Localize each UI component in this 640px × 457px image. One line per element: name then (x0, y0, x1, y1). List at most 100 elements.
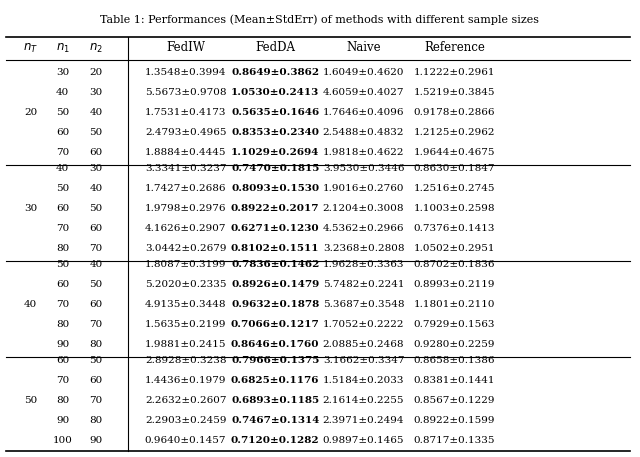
Text: 0.8381±0.1441: 0.8381±0.1441 (413, 376, 495, 385)
Text: 60: 60 (56, 128, 69, 138)
Text: 5.2020±0.2335: 5.2020±0.2335 (145, 280, 227, 289)
Text: 1.2516±0.2745: 1.2516±0.2745 (413, 184, 495, 193)
Text: 0.8353±0.2340: 0.8353±0.2340 (231, 128, 319, 138)
Text: 3.9530±0.3446: 3.9530±0.3446 (323, 164, 404, 173)
Text: 0.8993±0.2119: 0.8993±0.2119 (413, 280, 495, 289)
Text: 1.1801±0.2110: 1.1801±0.2110 (413, 300, 495, 309)
Text: 0.7836±0.1462: 0.7836±0.1462 (231, 260, 319, 269)
Text: 80: 80 (90, 416, 102, 425)
Text: 2.1204±0.3008: 2.1204±0.3008 (323, 204, 404, 213)
Text: 1.9818±0.4622: 1.9818±0.4622 (323, 149, 404, 158)
Text: 1.9644±0.4675: 1.9644±0.4675 (413, 149, 495, 158)
Text: 1.0502±0.2951: 1.0502±0.2951 (413, 244, 495, 254)
Text: 2.1614±0.2255: 2.1614±0.2255 (323, 396, 404, 405)
Text: 0.5635±0.1646: 0.5635±0.1646 (231, 108, 319, 117)
Text: 1.9881±0.2415: 1.9881±0.2415 (145, 340, 227, 350)
Text: 4.9135±0.3448: 4.9135±0.3448 (145, 300, 227, 309)
Text: 2.4793±0.4965: 2.4793±0.4965 (145, 128, 227, 138)
Text: 1.5635±0.2199: 1.5635±0.2199 (145, 320, 227, 329)
Text: 0.8102±0.1511: 0.8102±0.1511 (231, 244, 319, 254)
Text: 0.8717±0.1335: 0.8717±0.1335 (413, 436, 495, 446)
Text: 5.5673±0.9708: 5.5673±0.9708 (145, 88, 227, 97)
Text: 30: 30 (56, 68, 69, 77)
Text: 80: 80 (90, 340, 102, 350)
Text: 1.7052±0.2222: 1.7052±0.2222 (323, 320, 404, 329)
Text: 60: 60 (90, 149, 102, 158)
Text: 70: 70 (90, 396, 102, 405)
Text: 60: 60 (90, 300, 102, 309)
Text: 40: 40 (90, 260, 102, 269)
Text: 50: 50 (56, 108, 69, 117)
Text: FedDA: FedDA (255, 42, 295, 54)
Text: 0.8926±0.1479: 0.8926±0.1479 (231, 280, 319, 289)
Text: 1.0530±0.2413: 1.0530±0.2413 (231, 88, 319, 97)
Text: 3.0442±0.2679: 3.0442±0.2679 (145, 244, 227, 254)
Text: 0.7929±0.1563: 0.7929±0.1563 (413, 320, 495, 329)
Text: 1.7646±0.4096: 1.7646±0.4096 (323, 108, 404, 117)
Text: 1.9016±0.2760: 1.9016±0.2760 (323, 184, 404, 193)
Text: Naive: Naive (346, 42, 381, 54)
Text: 0.7066±0.1217: 0.7066±0.1217 (231, 320, 319, 329)
Text: 0.8649±0.3862: 0.8649±0.3862 (231, 68, 319, 77)
Text: 0.6825±0.1176: 0.6825±0.1176 (231, 376, 319, 385)
Text: 60: 60 (56, 280, 69, 289)
Text: 90: 90 (56, 340, 69, 350)
Text: 0.7467±0.1314: 0.7467±0.1314 (231, 416, 319, 425)
Text: 2.5488±0.4832: 2.5488±0.4832 (323, 128, 404, 138)
Text: 0.7966±0.1375: 0.7966±0.1375 (231, 356, 319, 365)
Text: 30: 30 (90, 88, 102, 97)
Text: 90: 90 (56, 416, 69, 425)
Text: Table 1: Performances (Mean±StdErr) of methods with different sample sizes: Table 1: Performances (Mean±StdErr) of m… (100, 15, 540, 25)
Text: 30: 30 (90, 164, 102, 173)
Text: 3.1662±0.3347: 3.1662±0.3347 (323, 356, 404, 365)
Text: 4.5362±0.2966: 4.5362±0.2966 (323, 224, 404, 234)
Text: 2.3971±0.2494: 2.3971±0.2494 (323, 416, 404, 425)
Text: 2.0885±0.2468: 2.0885±0.2468 (323, 340, 404, 350)
Text: 50: 50 (90, 280, 102, 289)
Text: 40: 40 (24, 300, 37, 309)
Text: 60: 60 (90, 224, 102, 234)
Text: 70: 70 (56, 149, 69, 158)
Text: 0.9178±0.2866: 0.9178±0.2866 (413, 108, 495, 117)
Text: 4.1626±0.2907: 4.1626±0.2907 (145, 224, 227, 234)
Text: 0.7120±0.1282: 0.7120±0.1282 (231, 436, 319, 446)
Text: 1.9628±0.3363: 1.9628±0.3363 (323, 260, 404, 269)
Text: 0.8567±0.1229: 0.8567±0.1229 (413, 396, 495, 405)
Text: 1.2125±0.2962: 1.2125±0.2962 (413, 128, 495, 138)
Text: 0.8702±0.1836: 0.8702±0.1836 (413, 260, 495, 269)
Text: 0.8922±0.2017: 0.8922±0.2017 (231, 204, 319, 213)
Text: 1.1003±0.2598: 1.1003±0.2598 (413, 204, 495, 213)
Text: 1.5184±0.2033: 1.5184±0.2033 (323, 376, 404, 385)
Text: 5.7482±0.2241: 5.7482±0.2241 (323, 280, 404, 289)
Text: 0.6271±0.1230: 0.6271±0.1230 (231, 224, 319, 234)
Text: 0.7376±0.1413: 0.7376±0.1413 (413, 224, 495, 234)
Text: 1.5219±0.3845: 1.5219±0.3845 (413, 88, 495, 97)
Text: 1.4436±0.1979: 1.4436±0.1979 (145, 376, 227, 385)
Text: 40: 40 (90, 184, 102, 193)
Text: 70: 70 (56, 376, 69, 385)
Text: 0.8646±0.1760: 0.8646±0.1760 (231, 340, 319, 350)
Text: 1.3548±0.3994: 1.3548±0.3994 (145, 68, 227, 77)
Text: 1.7531±0.4173: 1.7531±0.4173 (145, 108, 227, 117)
Text: 0.9280±0.2259: 0.9280±0.2259 (413, 340, 495, 350)
Text: 4.6059±0.4027: 4.6059±0.4027 (323, 88, 404, 97)
Text: 1.8884±0.4445: 1.8884±0.4445 (145, 149, 227, 158)
Text: 0.8093±0.1530: 0.8093±0.1530 (231, 184, 319, 193)
Text: 60: 60 (90, 376, 102, 385)
Text: 2.2903±0.2459: 2.2903±0.2459 (145, 416, 227, 425)
Text: 3.2368±0.2808: 3.2368±0.2808 (323, 244, 404, 254)
Text: 50: 50 (90, 204, 102, 213)
Text: 40: 40 (90, 108, 102, 117)
Text: 0.9897±0.1465: 0.9897±0.1465 (323, 436, 404, 446)
Text: 0.7470±0.1815: 0.7470±0.1815 (231, 164, 319, 173)
Text: 80: 80 (56, 396, 69, 405)
Text: 50: 50 (56, 260, 69, 269)
Text: 90: 90 (90, 436, 102, 446)
Text: 80: 80 (56, 244, 69, 254)
Text: 60: 60 (56, 356, 69, 365)
Text: 50: 50 (90, 356, 102, 365)
Text: 1.1222±0.2961: 1.1222±0.2961 (413, 68, 495, 77)
Text: 40: 40 (56, 88, 69, 97)
Text: 70: 70 (90, 244, 102, 254)
Text: 2.2632±0.2607: 2.2632±0.2607 (145, 396, 227, 405)
